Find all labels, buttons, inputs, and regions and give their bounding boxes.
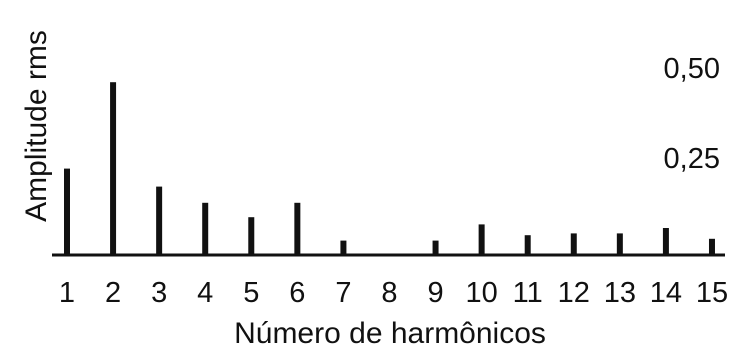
y-axis-title: Amplitude rms — [20, 30, 53, 222]
bar-harmonic-4 — [202, 202, 209, 255]
bar-harmonic-15 — [708, 238, 715, 255]
bar-harmonic-9 — [432, 240, 439, 255]
bar-harmonic-7 — [340, 240, 347, 255]
x-tick-label-5: 5 — [243, 277, 259, 309]
bar-harmonic-11 — [524, 235, 531, 255]
y-tick-labels: 0,50 0,25 — [664, 53, 720, 175]
x-tick-label-10: 10 — [465, 277, 497, 309]
x-tick-label-4: 4 — [197, 277, 213, 309]
x-tick-labels: 1 2 3 4 5 6 7 8 9 10 11 12 13 14 15 — [59, 277, 728, 309]
bar-harmonic-12 — [570, 233, 577, 255]
bar-harmonic-3 — [156, 186, 163, 255]
x-tick-label-11: 11 — [513, 277, 543, 309]
x-tick-label-14: 14 — [650, 277, 682, 309]
x-tick-label-13: 13 — [604, 277, 636, 309]
x-tick-label-12: 12 — [558, 277, 590, 309]
x-tick-label-9: 9 — [427, 277, 443, 309]
y-tick-label-1: 0,25 — [664, 143, 720, 175]
x-tick-label-6: 6 — [289, 277, 305, 309]
x-tick-label-7: 7 — [335, 277, 351, 309]
x-tick-label-15: 15 — [696, 277, 728, 309]
bar-harmonic-5 — [248, 217, 255, 255]
bar-harmonic-14 — [662, 228, 669, 255]
bar-harmonic-10 — [478, 224, 485, 255]
x-axis-title: Número de harmônicos — [234, 317, 546, 350]
x-tick-label-2: 2 — [105, 277, 121, 309]
bar-harmonic-2 — [110, 82, 117, 255]
bar-harmonic-6 — [294, 202, 301, 255]
x-tick-label-8: 8 — [381, 277, 397, 309]
bars-group — [64, 82, 715, 255]
bar-harmonic-13 — [616, 233, 623, 255]
x-tick-label-1: 1 — [59, 277, 75, 309]
x-tick-label-3: 3 — [151, 277, 167, 309]
bar-harmonic-1 — [64, 168, 70, 255]
y-tick-label-0: 0,50 — [664, 53, 720, 85]
